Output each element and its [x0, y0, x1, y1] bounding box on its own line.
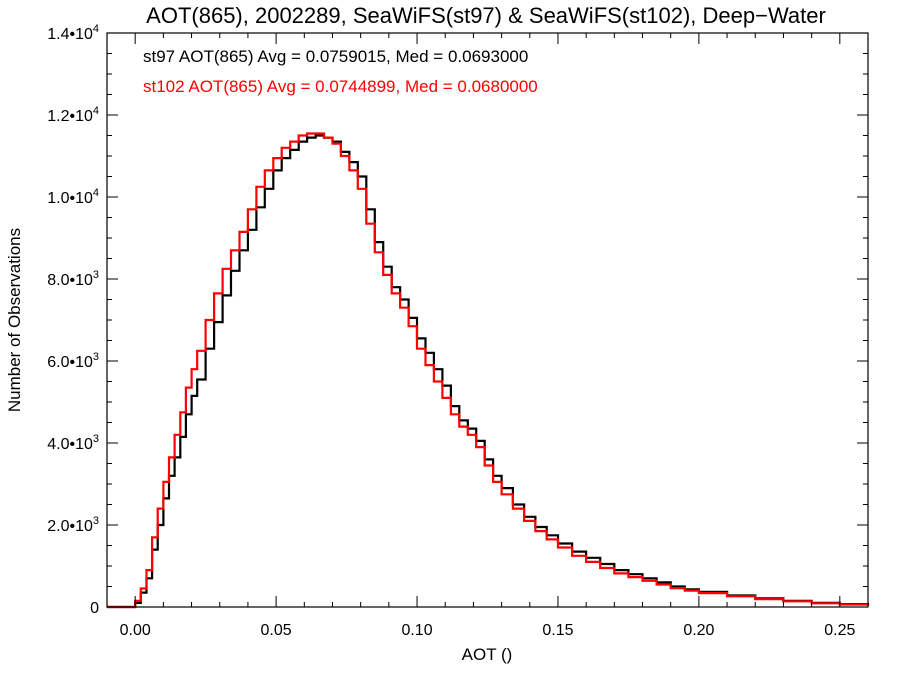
plot-frame — [106, 32, 869, 608]
y-tick-label: 1.4•104 — [47, 23, 99, 43]
y-tick-label-mantissa: 4.0•10 — [47, 436, 93, 453]
y-tick-label: 1.2•104 — [47, 105, 99, 125]
y-tick-label: 4.0•103 — [47, 433, 99, 453]
y-tick-label: 1.0•104 — [47, 187, 99, 207]
y-tick-label-mantissa: 1.2•10 — [47, 108, 93, 125]
y-tick-label-mantissa: 8.0•10 — [47, 272, 93, 289]
y-tick-label-exponent: 3 — [93, 515, 99, 527]
y-tick-label-exponent: 4 — [93, 23, 99, 35]
y-tick-label: 2.0•103 — [47, 515, 99, 535]
y-tick-label-exponent: 3 — [93, 269, 99, 281]
chart-title: AOT(865), 2002289, SeaWiFS(st97) & SeaWi… — [146, 3, 826, 28]
x-tick-label: 0.25 — [824, 622, 855, 639]
y-tick-label-mantissa: 6.0•10 — [47, 354, 93, 371]
series-annotation-st102: st102 AOT(865) Avg = 0.0744899, Med = 0.… — [143, 77, 538, 96]
y-tick-label-exponent: 3 — [93, 351, 99, 363]
y-tick-label: 6.0•103 — [47, 351, 99, 371]
x-tick-label: 0.15 — [542, 622, 573, 639]
y-tick-label-exponent: 4 — [93, 187, 99, 199]
y-tick-label-mantissa: 0 — [90, 600, 99, 617]
y-tick-label-mantissa: 2.0•10 — [47, 518, 93, 535]
series-annotation-st97: st97 AOT(865) Avg = 0.0759015, Med = 0.0… — [143, 47, 528, 66]
series-line-st102 — [107, 132, 870, 609]
y-tick-label-exponent: 3 — [93, 433, 99, 445]
series-line-st97 — [107, 134, 870, 609]
y-tick-label-mantissa: 1.0•10 — [47, 190, 93, 207]
x-tick-label: 0.20 — [683, 622, 714, 639]
x-tick-label: 0.05 — [261, 622, 292, 639]
y-tick-label-mantissa: 1.4•10 — [47, 26, 93, 43]
y-tick-label-exponent: 4 — [93, 105, 99, 117]
y-axis-label: Number of Observations — [5, 228, 24, 412]
x-axis-label: AOT () — [462, 645, 513, 664]
y-tick-label: 8.0•103 — [47, 269, 99, 289]
y-tick-label: 0 — [90, 600, 99, 617]
x-tick-label: 0.00 — [120, 622, 151, 639]
x-tick-label: 0.10 — [401, 622, 432, 639]
